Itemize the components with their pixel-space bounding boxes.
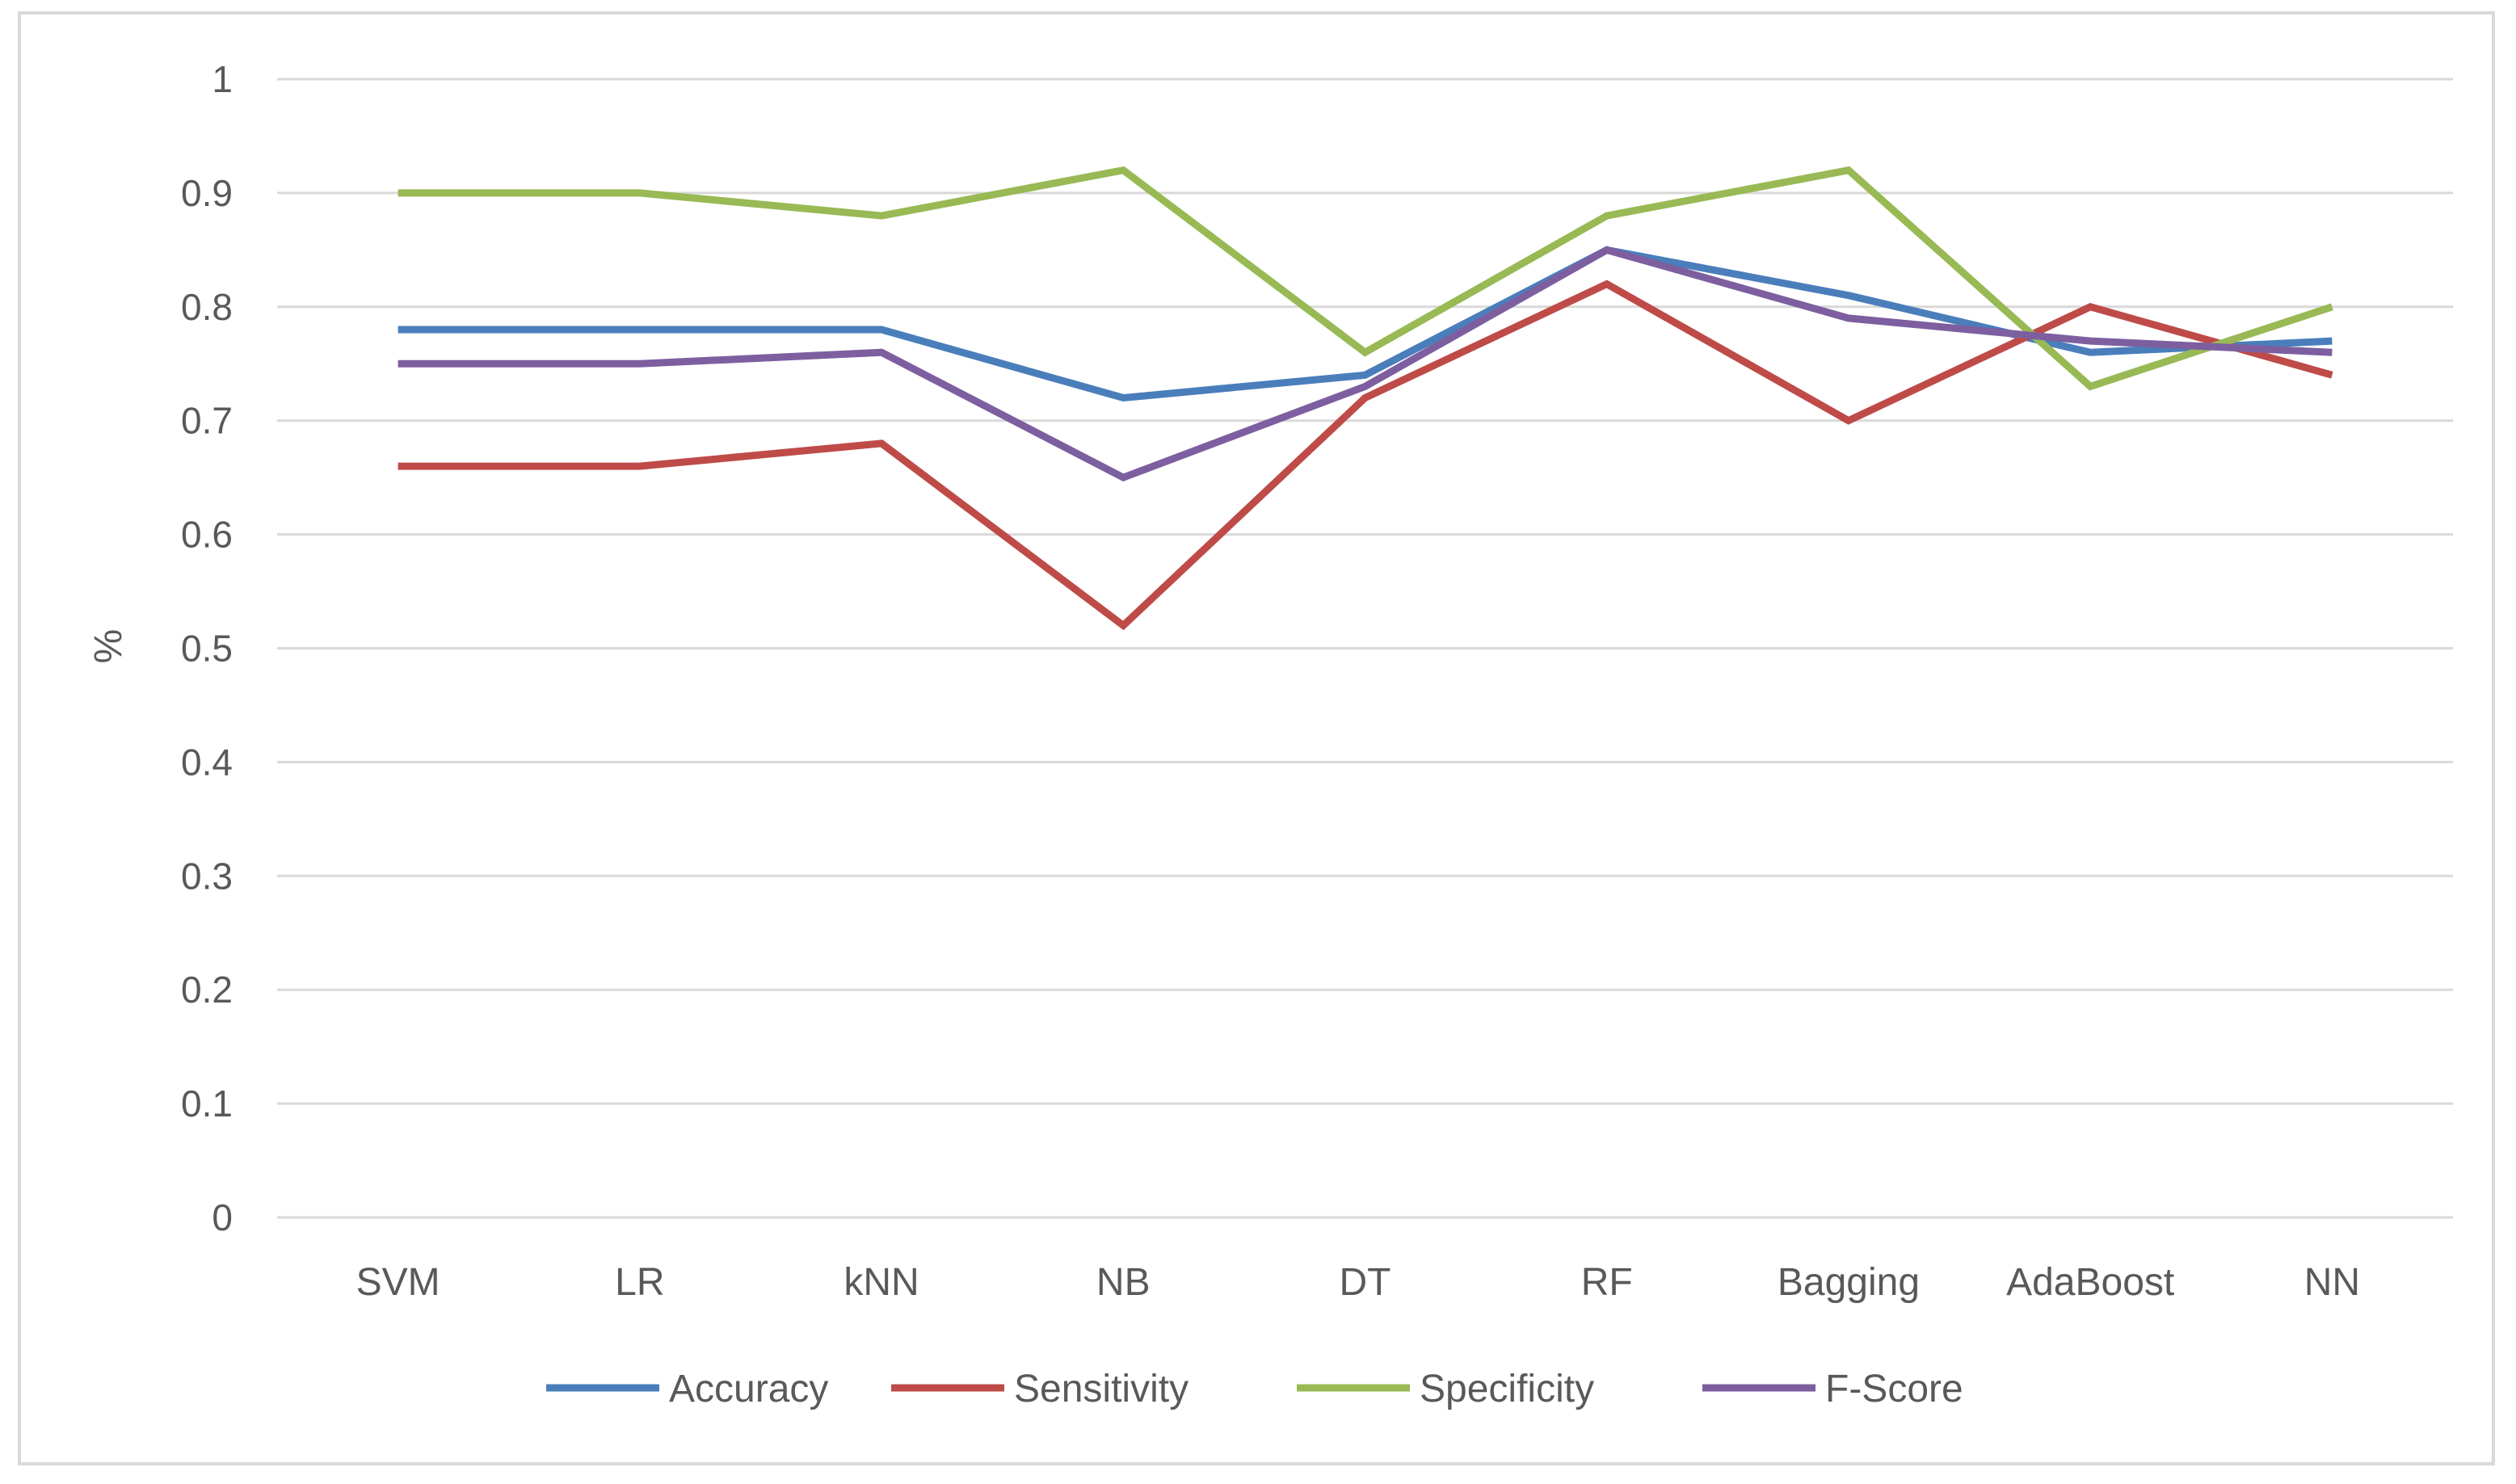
y-axis-title: %	[87, 629, 130, 664]
y-tick-label: 0	[212, 1196, 233, 1238]
legend-label: F-Score	[1825, 1368, 1963, 1410]
y-tick-label: 0.1	[181, 1083, 233, 1125]
legend-label: Accuracy	[669, 1368, 828, 1410]
x-category-label: AdaBoost	[2006, 1261, 2174, 1304]
series-line-specificity	[398, 166, 2333, 391]
y-tick-label: 0.2	[181, 969, 233, 1011]
legend-item: Specificity	[1297, 1368, 1594, 1410]
series-line-accuracy	[398, 246, 2333, 402]
series-line-f-score	[398, 246, 2333, 482]
gridlines	[277, 78, 2453, 1219]
legend-item: F-Score	[1702, 1368, 1963, 1410]
x-axis-categories: SVM LR kNN NB DT RF Bagging AdaBoost NN	[356, 1261, 2360, 1304]
y-tick-label: 0.8	[181, 286, 233, 328]
y-tick-label: 0.6	[181, 514, 233, 556]
y-tick-label: 0.3	[181, 855, 233, 897]
legend: Accuracy Sensitivity Specificity F-Score	[546, 1368, 1963, 1410]
x-category-label: Bagging	[1778, 1261, 1920, 1304]
y-axis-ticks: 0 0.1 0.2 0.3 0.4 0.5 0.6 0.7 0.8 0.9 1	[181, 58, 233, 1238]
legend-item: Accuracy	[546, 1368, 828, 1410]
series-lines	[398, 166, 2333, 631]
y-tick-label: 1	[212, 58, 233, 100]
x-category-label: NB	[1096, 1261, 1151, 1304]
y-tick-label: 0.7	[181, 400, 233, 442]
series-line-sensitivity	[398, 280, 2333, 631]
y-tick-label: 0.9	[181, 172, 233, 214]
x-category-label: LR	[615, 1261, 664, 1304]
legend-item: Sensitivity	[891, 1368, 1189, 1410]
x-category-label: DT	[1340, 1261, 1391, 1304]
y-tick-label: 0.5	[181, 628, 233, 670]
x-category-label: RF	[1581, 1261, 1633, 1304]
chart-frame	[18, 11, 2495, 1465]
legend-label: Specificity	[1420, 1368, 1594, 1410]
x-category-label: kNN	[844, 1261, 919, 1304]
x-category-label: NN	[2304, 1261, 2360, 1304]
y-tick-label: 0.4	[181, 741, 233, 783]
legend-label: Sensitivity	[1014, 1368, 1189, 1410]
x-category-label: SVM	[356, 1261, 440, 1304]
